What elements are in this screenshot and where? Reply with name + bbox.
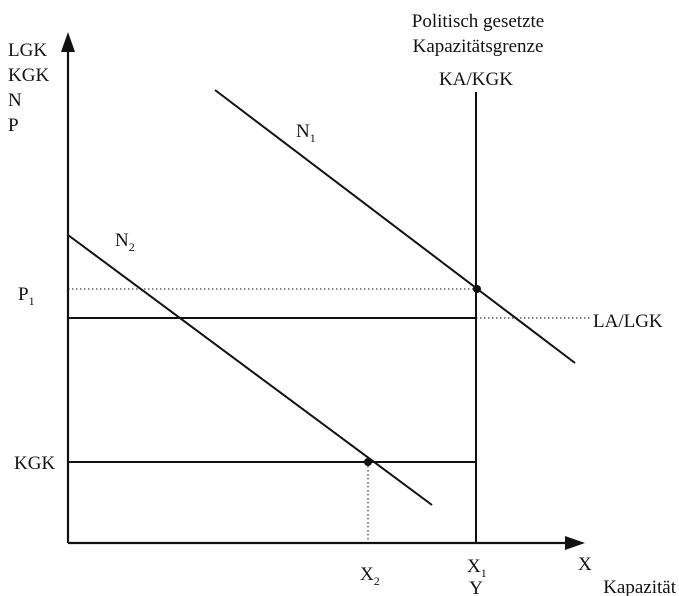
curve-label: N1 [296,121,316,145]
level-label: P1 [18,284,35,308]
y-axis-label: P [8,115,19,136]
x-sub: 1 [481,566,487,580]
y-axis-label: LGK [8,40,47,61]
top-label: Politisch gesetzte [412,11,544,32]
x-label: Y [469,578,483,596]
intersection-point [364,458,372,466]
demand-curve-n1 [214,89,576,364]
curve-name: N [115,230,129,251]
level-name: P [18,284,29,305]
x-sub: 2 [374,574,380,588]
x-label: X1 [467,556,487,580]
x-label: X2 [360,564,380,588]
level-label: KGK [14,453,55,474]
curve-name: N [296,121,310,142]
demand-curve-n2 [67,234,433,506]
x-axis-arrow [565,536,585,550]
x-arrow-label: X [578,554,592,575]
curve-label: N2 [115,230,135,254]
y-axis-arrow [61,32,75,52]
curve-sub: 2 [129,240,135,254]
level-label: LA/LGK [593,311,663,332]
x-axis-title: Kapazität [603,577,677,596]
intersection-point [473,285,481,293]
top-label: Kapazitätsgrenze [413,36,544,57]
y-axis-label: KGK [8,65,49,86]
y-axis-label: N [8,90,22,111]
vertical-line-label: KA/KGK [439,69,513,90]
level-sub: 1 [29,294,35,308]
curve-sub: 1 [310,131,316,145]
x-name: X [360,564,374,585]
x-name: X [467,556,481,577]
